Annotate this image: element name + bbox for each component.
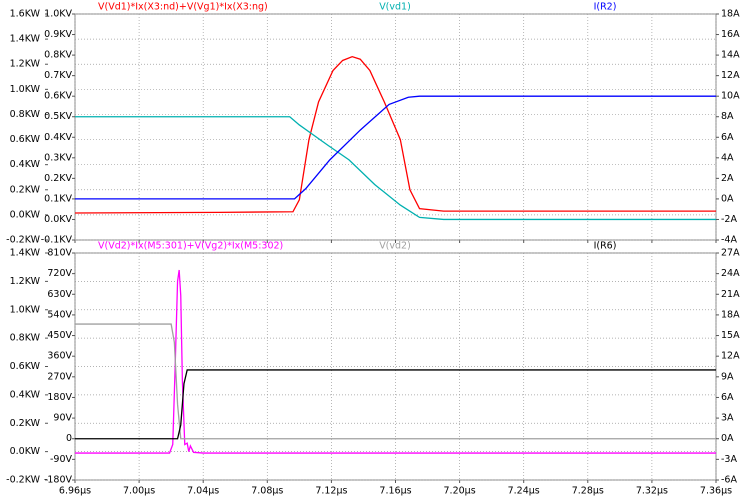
y-tick-label: 1.6KW (10, 9, 41, 20)
y-tick-label: -0.2KW (6, 235, 40, 246)
y2-tick-label: -0.1KV (41, 235, 73, 246)
y3-tick-label: 8A (721, 111, 734, 122)
y3-tick-label: 3A (721, 413, 734, 424)
y3-tick-label: -3A (721, 454, 737, 465)
y3-tick-label: 27A (721, 248, 740, 259)
y3-tick-label: 10A (721, 91, 740, 102)
y3-tick-label: 0A (721, 193, 734, 204)
y2-tick-label: 0.8KV (44, 50, 72, 61)
x-tick-label: 7.04µs (187, 486, 219, 497)
x-tick-label: 7.12µs (315, 486, 347, 497)
y3-tick-label: 14A (721, 50, 740, 61)
y2-tick-label: 450V (47, 330, 72, 341)
y-tick-label: 0.8KW (10, 109, 41, 120)
y2-tick-label: 0.2KV (44, 173, 72, 184)
y3-tick-label: 6A (721, 392, 734, 403)
y3-tick-label: -6A (721, 475, 737, 486)
y3-tick-label: -4A (721, 235, 737, 246)
x-tick-label: 7.20µs (444, 486, 476, 497)
y-tick-label: 1.0KW (10, 84, 41, 95)
x-tick-label: 7.24µs (508, 486, 540, 497)
y2-tick-label: 810V (47, 248, 72, 259)
x-tick-label: 6.96µs (59, 486, 91, 497)
y-tick-label: 0.0KW (10, 209, 41, 220)
y-tick-label: 1.2KW (10, 276, 41, 287)
y2-tick-label: 630V (47, 289, 72, 300)
y2-tick-label: 0.9KV (44, 29, 72, 40)
legend-entry: I(R2) (594, 2, 617, 13)
y2-tick-label: 0.3KV (44, 152, 72, 163)
y3-tick-label: 6A (721, 132, 734, 143)
legend-entry: V(vd2) (379, 241, 411, 252)
y2-tick-label: 0.4KV (44, 132, 72, 143)
trace (75, 323, 716, 440)
y2-tick-label: 540V (47, 309, 72, 320)
y2-tick-label: 0.0KV (44, 214, 72, 225)
legend-entry: I(R6) (594, 241, 617, 252)
y3-tick-label: 24A (721, 268, 740, 279)
y2-tick-label: 1.0KV (44, 9, 72, 20)
y-tick-label: -0.2KW (6, 475, 40, 486)
y3-tick-label: 12A (721, 70, 740, 81)
y2-tick-label: 90V (53, 413, 72, 424)
y2-tick-label: -90V (50, 454, 73, 465)
y2-tick-label: -180V (44, 475, 73, 486)
y3-tick-label: 12A (721, 351, 740, 362)
y2-tick-label: 180V (47, 392, 72, 403)
x-tick-label: 7.36µs (700, 486, 732, 497)
x-tick-label: 7.08µs (251, 486, 283, 497)
y2-tick-label: 0 (66, 433, 72, 444)
y-tick-label: 0.4KW (10, 159, 41, 170)
x-tick-label: 7.16µs (379, 486, 411, 497)
y-tick-label: 0.8KW (10, 333, 41, 344)
y-tick-label: 0.6KW (10, 361, 41, 372)
trace (74, 56, 716, 214)
y3-tick-label: -2A (721, 214, 737, 225)
y2-tick-label: 0.1KV (44, 193, 72, 204)
y2-tick-label: 720V (47, 268, 72, 279)
y-tick-label: 1.0KW (10, 304, 41, 315)
y-tick-label: 0.2KW (10, 418, 41, 429)
y3-tick-label: 9A (721, 371, 734, 382)
y2-tick-label: 0.6KV (44, 91, 72, 102)
x-tick-label: 7.00µs (123, 486, 155, 497)
y2-tick-label: 270V (47, 371, 72, 382)
legend-entry: V(Vd2)*Ix(M5:301)+V(Vg2)*Ix(M5:302) (98, 241, 283, 252)
y3-tick-label: 4A (721, 152, 734, 163)
y3-tick-label: 21A (721, 289, 740, 300)
trace (75, 269, 716, 454)
y3-tick-label: 16A (721, 29, 740, 40)
y-tick-label: 0.6KW (10, 134, 41, 145)
y3-tick-label: 15A (721, 330, 740, 341)
trace (75, 95, 716, 200)
y3-tick-label: 18A (721, 9, 740, 20)
y-tick-label: 1.4KW (10, 248, 41, 259)
y2-tick-label: 0.7KV (44, 70, 72, 81)
y-tick-label: 1.4KW (10, 34, 41, 45)
x-tick-label: 7.32µs (636, 486, 668, 497)
y-tick-label: 0.0KW (10, 446, 41, 457)
y-tick-label: 0.2KW (10, 184, 41, 195)
y3-tick-label: 0A (721, 433, 734, 444)
y-tick-label: 1.2KW (10, 59, 41, 70)
legend-entry: V(vd1) (379, 2, 411, 13)
y3-tick-label: 18A (721, 309, 740, 320)
y2-tick-label: 360V (47, 351, 72, 362)
x-tick-label: 7.28µs (572, 486, 604, 497)
y3-tick-label: 2A (721, 173, 734, 184)
legend-entry: V(Vd1)*Ix(X3:nd)+V(Vg1)*Ix(X3:ng) (98, 2, 268, 13)
trace (75, 116, 716, 221)
trace (75, 369, 716, 440)
y-tick-label: 0.4KW (10, 389, 41, 400)
y2-tick-label: 0.5KV (44, 111, 72, 122)
